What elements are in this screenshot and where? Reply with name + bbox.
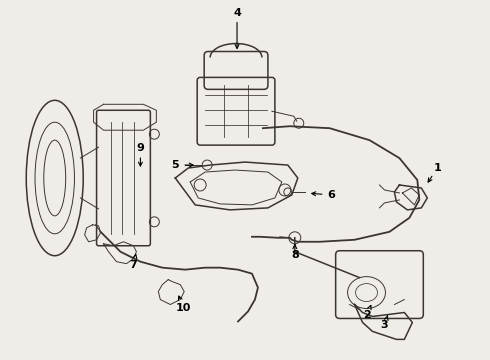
Text: 3: 3 (381, 320, 388, 330)
Text: 10: 10 (175, 302, 191, 312)
Text: 5: 5 (172, 160, 179, 170)
Text: 4: 4 (233, 8, 241, 18)
Text: 2: 2 (363, 310, 370, 320)
Text: 6: 6 (328, 190, 336, 200)
Text: 1: 1 (433, 163, 441, 173)
Text: 7: 7 (129, 260, 137, 270)
Text: 9: 9 (137, 143, 145, 153)
Text: 8: 8 (291, 250, 299, 260)
